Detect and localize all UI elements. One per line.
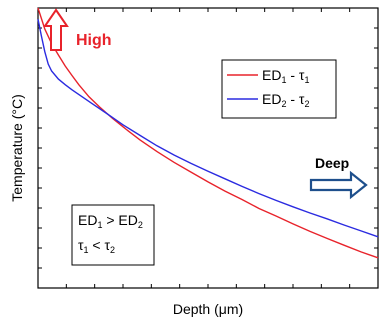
legend-label-1: ED1 - τ1 <box>262 67 309 85</box>
high-label: High <box>76 32 112 49</box>
condition-box: ED1 > ED2 τ1 < τ2 <box>71 204 155 266</box>
series-layer <box>37 7 379 259</box>
condition-line-2: τ1 < τ2 <box>78 237 115 255</box>
axis-ticks <box>38 8 378 288</box>
deep-arrow-icon <box>309 170 368 200</box>
x-axis-label: Depth (μm) <box>173 301 243 317</box>
legend: ED1 - τ1 ED2 - τ2 <box>221 59 337 119</box>
high-arrow-icon <box>43 8 69 51</box>
series-line-1 <box>37 7 379 259</box>
condition-line-1: ED1 > ED2 <box>78 212 143 230</box>
legend-label-2: ED2 - τ2 <box>262 91 309 109</box>
condition-box-frame <box>71 204 155 266</box>
deep-label: Deep <box>315 155 349 171</box>
series-line-2 <box>37 19 379 238</box>
legend-box <box>221 59 337 119</box>
y-axis-label: Temperature (°C) <box>9 94 25 202</box>
